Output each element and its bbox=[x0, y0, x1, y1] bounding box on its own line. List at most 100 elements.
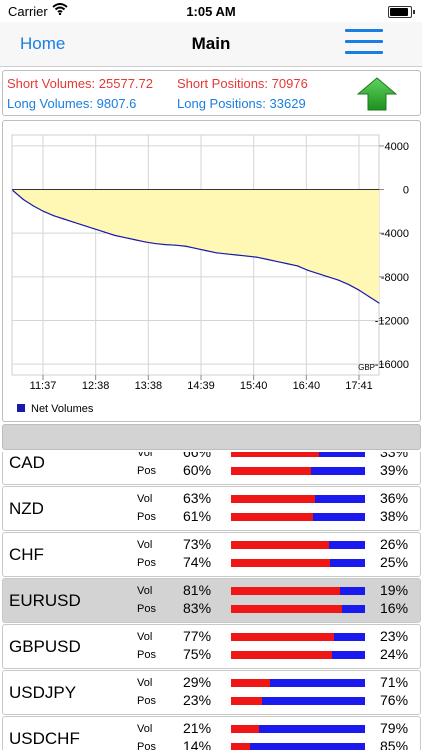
vol-ratio-bar-short-fill bbox=[231, 452, 320, 457]
vol-long-percent: 26% bbox=[380, 536, 409, 552]
vol-short-percent: 21% bbox=[183, 720, 212, 736]
vol-ratio-bar bbox=[231, 541, 365, 549]
short-volumes-stat: Short Volumes: 25577.72 bbox=[7, 76, 153, 91]
vol-ratio-bar bbox=[231, 725, 365, 733]
pos-ratio-bar-short-fill bbox=[231, 467, 312, 475]
data-point bbox=[32, 205, 34, 207]
vol-long-percent: 19% bbox=[380, 582, 409, 598]
pos-label: Pos bbox=[137, 649, 156, 661]
carrier-label: Carrier bbox=[8, 4, 48, 19]
data-point bbox=[225, 253, 228, 255]
instrument-row-gbpusd[interactable]: GBPUSD Vol Pos 77% 75% 23% 24% bbox=[2, 624, 421, 669]
data-point bbox=[286, 263, 289, 265]
data-point bbox=[327, 276, 329, 278]
vol-short-percent: 63% bbox=[183, 490, 212, 506]
pos-long-percent: 25% bbox=[380, 554, 409, 570]
instrument-row-cad[interactable]: CAD Vol Pos 66% 60% 33% 39% bbox=[2, 452, 421, 485]
x-tick-label: 11:37 bbox=[30, 380, 57, 392]
data-point bbox=[276, 260, 278, 263]
data-point bbox=[358, 289, 360, 291]
vol-label: Vol bbox=[137, 539, 153, 551]
x-tick-label: 13:38 bbox=[135, 380, 163, 392]
pos-ratio-bar-short-fill bbox=[231, 651, 332, 659]
data-point bbox=[42, 210, 45, 212]
short-volumes-value: 25577.72 bbox=[98, 76, 154, 91]
vol-short-percent: 73% bbox=[183, 536, 212, 552]
vol-label: Vol bbox=[137, 723, 153, 735]
data-point bbox=[266, 258, 268, 260]
pos-ratio-bar-short-fill bbox=[231, 513, 313, 521]
vol-short-percent: 77% bbox=[183, 628, 212, 644]
hamburger-menu-icon[interactable] bbox=[345, 29, 383, 59]
vol-ratio-bar-short-fill bbox=[231, 679, 270, 687]
short-positions-stat: Short Positions: 70976 bbox=[177, 76, 308, 91]
data-point bbox=[236, 254, 238, 256]
pos-short-percent: 23% bbox=[183, 692, 212, 708]
data-point bbox=[63, 218, 65, 220]
data-point bbox=[103, 231, 106, 233]
long-volumes-value: 9807.6 bbox=[96, 96, 137, 111]
instrument-name: USDJPY bbox=[9, 683, 77, 702]
vol-ratio-bar bbox=[231, 452, 365, 457]
data-point bbox=[185, 245, 187, 247]
instrument-row-nzd[interactable]: NZD Vol Pos 63% 61% 36% 38% bbox=[2, 486, 421, 531]
pos-label: Pos bbox=[137, 465, 156, 477]
vol-ratio-bar bbox=[231, 679, 365, 687]
pos-label: Pos bbox=[137, 741, 156, 750]
pos-label: Pos bbox=[137, 603, 156, 615]
instrument-list[interactable]: CAD Vol Pos 66% 60% 33% 39% NZD Vol Pos 63% 61% 36% 3… bbox=[0, 452, 422, 750]
vol-ratio-bar bbox=[231, 495, 365, 503]
vol-short-percent: 66% bbox=[183, 452, 212, 460]
page-title: Main bbox=[191, 34, 231, 53]
pos-ratio-bar bbox=[231, 743, 365, 750]
list-header-bar bbox=[2, 424, 421, 450]
instrument-row-usdchf[interactable]: USDCHF Vol Pos 21% 14% 79% 85% bbox=[2, 716, 421, 750]
instrument-row-chf[interactable]: CHF Vol Pos 73% 74% 26% 25% bbox=[2, 532, 421, 577]
vol-ratio-bar-short-fill bbox=[231, 541, 329, 549]
instrument-name: CHF bbox=[9, 545, 44, 564]
pos-long-percent: 85% bbox=[380, 738, 409, 750]
data-point bbox=[256, 256, 258, 258]
vol-ratio-bar-short-fill bbox=[231, 495, 316, 503]
pos-ratio-bar bbox=[231, 651, 365, 659]
data-point bbox=[12, 190, 14, 192]
pos-short-percent: 75% bbox=[183, 646, 212, 662]
home-button[interactable]: Home bbox=[20, 34, 66, 53]
pos-ratio-bar-short-fill bbox=[231, 559, 331, 567]
pos-short-percent: 14% bbox=[183, 738, 212, 750]
long-positions-label: Long Positions: bbox=[177, 96, 266, 111]
chart-svg: 11:37 12:38 13:38 14:39 15:40 16:40 17:41 4000 0… bbox=[11, 134, 409, 415]
data-point bbox=[347, 283, 350, 286]
pos-ratio-bar-short-fill bbox=[231, 697, 262, 705]
vol-long-percent: 23% bbox=[380, 628, 409, 644]
vol-label: Vol bbox=[137, 585, 153, 597]
data-point bbox=[205, 250, 207, 252]
y-tick-label: -8000 bbox=[381, 272, 409, 284]
vol-ratio-bar-short-fill bbox=[231, 633, 335, 641]
data-point bbox=[307, 269, 309, 271]
short-positions-value: 70976 bbox=[271, 76, 308, 91]
series-area-net-volumes bbox=[13, 189, 379, 303]
y-tick-label: 4000 bbox=[385, 141, 409, 153]
data-point bbox=[246, 255, 248, 257]
instrument-row-eurusd[interactable]: EURUSD Vol Pos 81% 83% 19% 16% bbox=[2, 578, 421, 623]
vol-ratio-bar bbox=[231, 633, 365, 641]
vol-long-percent: 71% bbox=[380, 674, 409, 690]
instrument-name: EURUSD bbox=[9, 591, 81, 610]
data-point bbox=[297, 265, 299, 267]
instrument-name: NZD bbox=[9, 499, 44, 518]
vol-label: Vol bbox=[137, 677, 153, 689]
data-point bbox=[215, 252, 217, 254]
wifi-icon bbox=[52, 3, 68, 15]
status-time: 1:05 AM bbox=[186, 4, 236, 19]
y-tick-label: -16000 bbox=[375, 359, 409, 371]
up-arrow-icon bbox=[357, 77, 397, 111]
unit-label: GBP bbox=[358, 363, 375, 372]
instrument-name: GBPUSD bbox=[9, 637, 81, 656]
long-positions-stat: Long Positions: 33629 bbox=[177, 96, 306, 111]
instrument-row-usdjpy[interactable]: USDJPY Vol Pos 29% 23% 71% 76% bbox=[2, 670, 421, 715]
x-tick-label: 17:41 bbox=[345, 380, 373, 392]
long-volumes-stat: Long Volumes: 9807.6 bbox=[7, 96, 136, 111]
data-point bbox=[195, 247, 197, 250]
vol-label: Vol bbox=[137, 493, 153, 505]
